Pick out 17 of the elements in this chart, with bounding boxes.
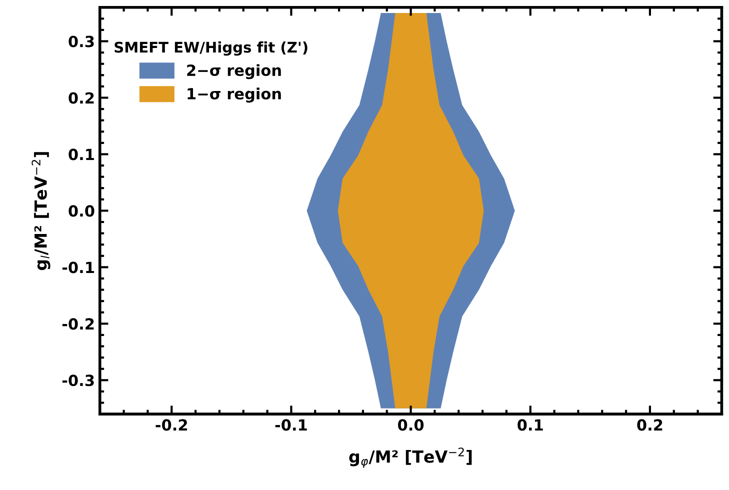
x-tick-label: -0.2: [156, 419, 187, 431]
legend-title: SMEFT EW/Higgs fit (Z'): [114, 41, 308, 56]
legend-label: 2−σ region: [187, 64, 281, 80]
legend-label: 1−σ region: [188, 88, 281, 103]
y-tick-label: -0.1: [62, 262, 94, 274]
x-tick-label: 0.1: [518, 419, 543, 431]
y-axis-title: g$_{l}$/M² [TeV$^{−2}$]: [32, 152, 50, 270]
y-tick-label: 0.0: [68, 205, 94, 217]
x-axis-title: g$_{φ}$/M² [TeV$^{−2}$]: [349, 448, 472, 468]
y-tick-label: 0.1: [68, 148, 94, 160]
x-tick-label: 0.2: [637, 419, 662, 431]
y-tick-label: -0.3: [62, 374, 94, 386]
y-tick-label: 0.2: [68, 92, 94, 104]
y-tick-label: 0.3: [68, 36, 94, 48]
x-tick-label: 0.0: [398, 419, 424, 431]
y-tick-label: -0.2: [62, 318, 94, 330]
x-tick-label: -0.1: [275, 419, 307, 431]
